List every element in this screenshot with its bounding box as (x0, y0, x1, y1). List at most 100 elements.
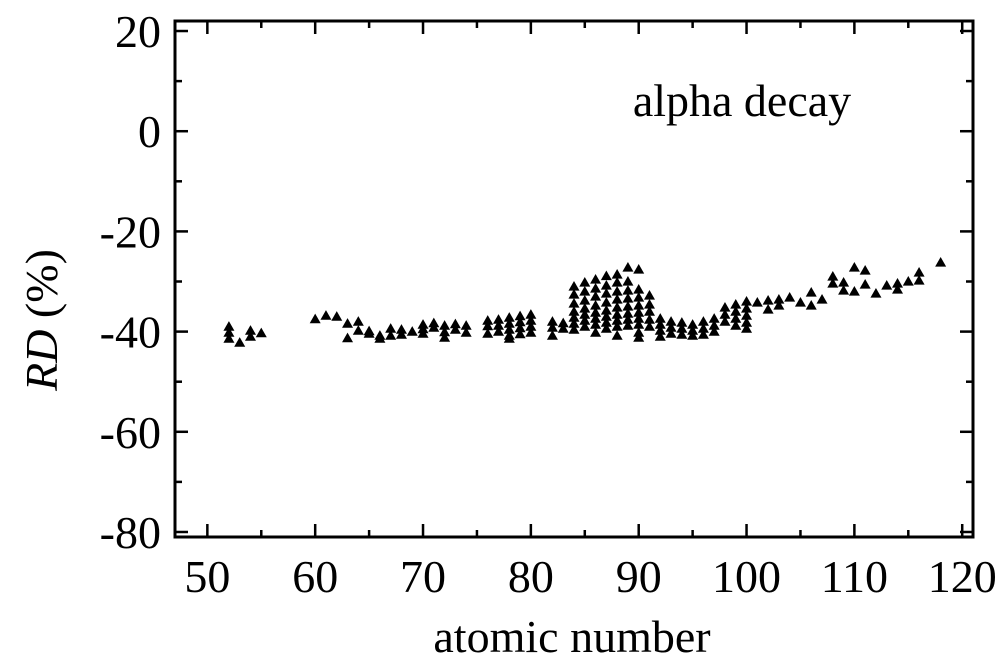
data-point-triangle (654, 325, 666, 335)
data-point-triangle (633, 263, 645, 274)
x-axis-title: atomic number (433, 611, 710, 662)
data-point-triangle (654, 319, 666, 329)
data-point-triangle (794, 297, 806, 307)
x-tick-label: 120 (928, 551, 997, 602)
data-point-triangle (568, 289, 580, 299)
data-point-triangle (395, 329, 407, 339)
data-point-triangle (590, 319, 602, 329)
data-point-triangle (568, 318, 580, 328)
data-point-triangle (665, 328, 677, 338)
axis-ticks (175, 21, 973, 537)
data-point-triangle (611, 315, 623, 325)
data-point-triangle (460, 327, 472, 337)
data-point-triangle (848, 286, 860, 296)
data-point-triangle (633, 332, 645, 342)
data-point-triangle (525, 309, 537, 319)
data-point-triangle (643, 314, 655, 324)
x-tick-label: 90 (616, 551, 662, 602)
data-point-triangle (342, 318, 354, 328)
data-point-triangle (633, 284, 645, 294)
data-point-triangle (633, 292, 645, 302)
data-point-triangle (611, 309, 623, 319)
data-point-triangle (546, 322, 558, 332)
data-point-triangle (859, 279, 871, 289)
data-point-triangle (676, 317, 688, 327)
data-point-triangle (633, 300, 645, 310)
data-point-triangle (935, 256, 947, 267)
data-point-triangle (622, 308, 634, 318)
y-axis-title-rest: (%) (16, 249, 67, 329)
data-point-triangle (741, 310, 753, 320)
x-tick-label: 80 (508, 551, 554, 602)
data-point-triangle (320, 310, 332, 320)
data-point-triangle (741, 296, 753, 306)
data-point-triangle (503, 324, 515, 334)
data-point-triangle (697, 323, 709, 333)
data-point-triangle (579, 277, 591, 287)
data-point-triangle (611, 286, 623, 296)
y-axis-title-italic: RD (16, 330, 67, 392)
data-point-triangle (331, 311, 343, 321)
x-tick-label: 70 (400, 551, 446, 602)
data-point-triangle (838, 285, 850, 295)
data-point-triangle (838, 277, 850, 287)
data-point-triangle (590, 283, 602, 293)
data-point-triangle (234, 337, 246, 347)
data-point-triangle (600, 305, 612, 315)
data-point-triangle (881, 280, 893, 290)
data-point-triangle (633, 307, 645, 317)
data-point-triangle (417, 328, 429, 338)
data-point-triangle (622, 285, 634, 295)
data-point-triangle (773, 300, 785, 310)
data-point-triangle (590, 300, 602, 310)
data-point-triangle (503, 333, 515, 343)
data-point-triangle (525, 327, 537, 337)
data-points (223, 256, 947, 347)
data-point-triangle (870, 288, 882, 298)
data-point-triangle (643, 306, 655, 316)
data-point-triangle (654, 313, 666, 323)
data-point-triangle (687, 330, 699, 340)
data-point-triangle (902, 276, 914, 286)
data-point-triangle (611, 330, 623, 340)
tick-labels: 50 60 70 80 90 100 110 120 20 0 -20 -40 -60 -80 (100, 6, 997, 602)
data-point-triangle (600, 323, 612, 333)
y-tick-label: -40 (100, 307, 161, 358)
data-point-triangle (622, 261, 634, 272)
data-point-triangle (579, 295, 591, 305)
data-point-triangle (439, 326, 451, 337)
data-point-triangle (493, 326, 505, 336)
data-point-triangle (741, 317, 753, 327)
data-point-triangle (611, 302, 623, 312)
data-point-triangle (493, 314, 505, 324)
data-point-triangle (600, 288, 612, 298)
data-point-triangle (503, 318, 515, 328)
data-point-triangle (223, 321, 235, 331)
data-point-triangle (244, 331, 256, 341)
data-point-triangle (439, 332, 451, 342)
data-point-triangle (762, 295, 774, 305)
data-point-triangle (449, 318, 461, 329)
y-tick-label: -80 (100, 507, 161, 558)
data-point-triangle (643, 299, 655, 309)
data-point-triangle (622, 301, 634, 311)
data-point-triangle (611, 268, 623, 279)
data-point-triangle (665, 316, 677, 326)
data-point-triangle (687, 325, 699, 335)
data-point-triangle (600, 317, 612, 327)
data-point-triangle (557, 323, 569, 333)
data-point-triangle (514, 328, 526, 339)
y-axis-title: RD (%) (16, 249, 67, 392)
data-point-triangle (730, 299, 742, 309)
data-point-triangle (244, 325, 256, 335)
data-point-triangle (579, 303, 591, 313)
data-point-triangle (643, 321, 655, 331)
data-point-triangle (352, 316, 364, 326)
data-point-triangle (719, 309, 731, 319)
data-point-triangle (892, 284, 904, 294)
data-point-triangle (676, 323, 688, 333)
data-point-triangle (827, 278, 839, 288)
x-tick-label: 50 (184, 551, 230, 602)
data-point-triangle (633, 327, 645, 337)
data-point-triangle (633, 313, 645, 323)
